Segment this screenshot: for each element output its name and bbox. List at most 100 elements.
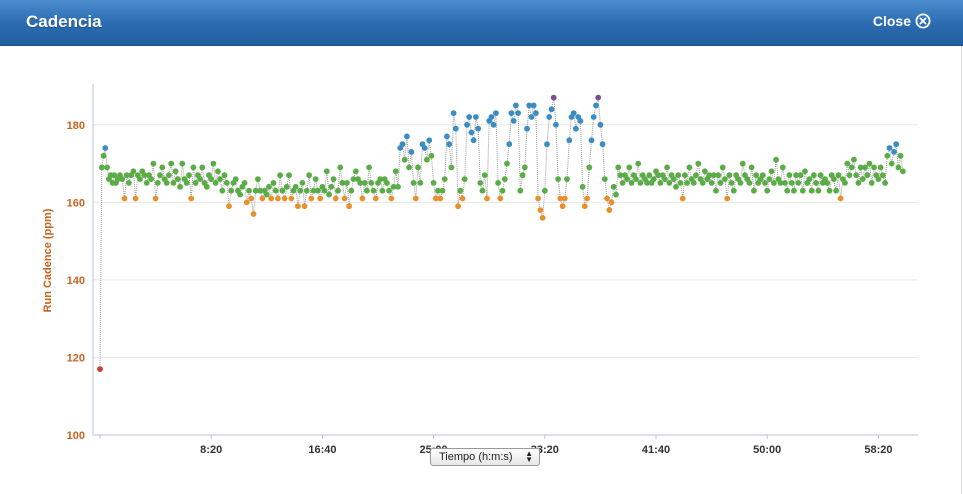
cadence-point (777, 180, 784, 186)
dialog-right-border (961, 46, 962, 494)
cadence-point (357, 180, 364, 186)
cadence-point (326, 191, 332, 198)
cadence-point (275, 195, 281, 202)
y-tick-label: 100 (67, 430, 85, 442)
cadence-point (604, 195, 610, 202)
cadence-point (730, 187, 737, 194)
x-tick-label: 16:40 (308, 444, 336, 456)
cadence-point (310, 187, 317, 194)
cadence-point (584, 195, 590, 202)
cadence-point (719, 164, 726, 171)
cadence-point (104, 164, 110, 171)
cadence-point (597, 121, 604, 128)
cadence-point (350, 176, 357, 183)
cadence-point (410, 180, 417, 186)
cadence-point (900, 168, 906, 175)
y-axis-label: Run Cadence (ppm) (42, 208, 54, 312)
x-axis-select-value: Tiempo (h:m:s) (439, 451, 513, 463)
y-tick-label: 120 (67, 352, 85, 364)
cadence-point (859, 176, 866, 183)
cadence-point (813, 180, 819, 186)
x-axis-select[interactable]: Tiempo (h:m:s) ▲ ▼ (430, 448, 540, 466)
cadence-point (172, 168, 179, 175)
cadence-point (508, 110, 515, 116)
cadence-point (695, 160, 702, 167)
cadence-point (633, 176, 639, 183)
close-circle-icon (915, 13, 931, 29)
cadence-point (868, 180, 875, 186)
cadence-point (475, 125, 481, 132)
cadence-point (879, 172, 886, 179)
cadence-point (352, 168, 359, 175)
cadence-point (806, 176, 813, 183)
cadence-point (332, 195, 339, 202)
cadence-point (824, 180, 831, 186)
cadence-point (593, 102, 599, 109)
cadence-point (152, 195, 159, 202)
cadence-point (561, 195, 568, 202)
cadence-point (590, 114, 597, 120)
cadence-point (186, 172, 192, 179)
cadence-point (297, 187, 304, 194)
cadence-point (891, 149, 897, 155)
cadence-point (601, 176, 608, 183)
x-tick-label: 58:20 (864, 444, 892, 456)
x-tick-label: 41:40 (642, 444, 670, 456)
cadence-point (797, 172, 804, 179)
cadence-point (708, 180, 715, 186)
cadence-point (690, 180, 697, 186)
cadence-point (528, 114, 535, 120)
cadence-point (130, 168, 137, 175)
cadence-point (710, 172, 717, 179)
select-arrows-icon: ▲ ▼ (525, 449, 533, 464)
chart-grid (93, 124, 918, 358)
cadence-point (693, 172, 699, 179)
cadence-point (784, 187, 791, 194)
cadence-point (321, 187, 328, 194)
cadence-point (210, 160, 217, 167)
cadence-point (228, 187, 235, 194)
cadence-point (197, 176, 204, 183)
cadence-point (530, 102, 537, 109)
cadence-point (617, 172, 624, 179)
cadence-point (390, 183, 397, 190)
cadence-point (875, 176, 882, 183)
cadence-point (559, 203, 566, 210)
cadence-point (317, 195, 324, 202)
cadence-point (882, 180, 888, 186)
cadence-point (430, 180, 437, 186)
cadence-point (295, 203, 301, 210)
cadence-point (212, 180, 219, 186)
cadence-point (728, 180, 735, 186)
cadence-point (125, 180, 132, 186)
cadence-point (706, 172, 713, 179)
cadence-point (539, 214, 546, 221)
cadence-point (713, 187, 719, 194)
cadence-point (415, 164, 421, 171)
cadence-point (441, 176, 448, 183)
cadence-point (437, 195, 444, 202)
cadence-point (243, 199, 250, 206)
cadence-point (664, 164, 670, 171)
cadence-point (499, 187, 506, 194)
cadence-point (292, 183, 299, 190)
cadence-point (255, 176, 261, 183)
cadence-point (871, 164, 877, 171)
cadence-point (277, 172, 283, 179)
cadence-point (888, 160, 895, 167)
cadence-point (143, 180, 150, 186)
cadence-point (174, 176, 181, 183)
cadence-point (417, 180, 424, 186)
close-button[interactable]: Close (873, 13, 931, 29)
cadence-point (344, 180, 350, 186)
cadence-point (771, 180, 777, 186)
cadence-point (268, 195, 275, 202)
cadence-point (811, 172, 817, 179)
cadence-point (154, 180, 161, 186)
cadence-point (577, 118, 584, 124)
cadence-point (252, 187, 259, 194)
cadence-point (521, 164, 528, 171)
cadence-point (111, 172, 118, 179)
cadence-point (877, 164, 884, 171)
